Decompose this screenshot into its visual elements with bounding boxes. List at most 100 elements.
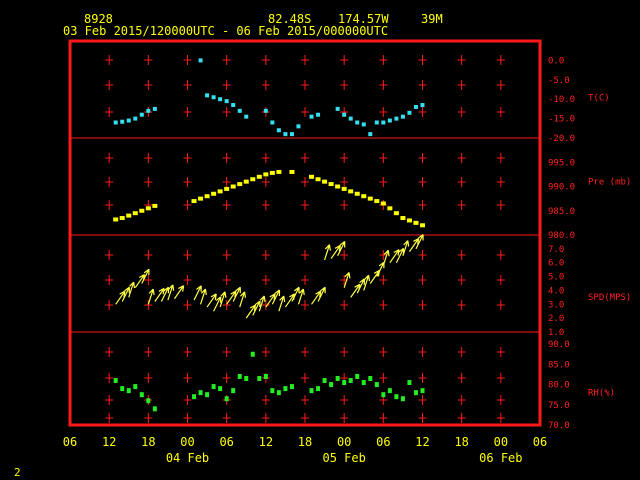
grid-cross [144,347,153,357]
pressure-point [132,211,138,216]
grid-cross [340,300,349,310]
grid-cross [457,153,466,163]
grid-cross [183,107,192,117]
right-axis-labels: 0.0 -5.0 -10.0 -15.0 -20.0 T(C) 995.0 990.0 985.… [548,56,631,431]
humidity-point [237,373,242,379]
x-axis: 06 12 18 00 06 12 18 00 06 12 18 00 06 04 Feb 05 Feb 06… [63,435,547,465]
station-elev: 39M [421,12,443,26]
grid-cross [418,177,427,187]
x-tick-label: 18 [454,435,468,449]
grid-cross [418,80,427,90]
station-id: 8928 [84,12,113,26]
grid-cross [340,177,349,187]
y-tick-label: 1.0 [548,328,564,338]
x-day-label: 05 Feb [322,451,365,465]
pressure-point [309,174,315,179]
grid-cross [457,200,466,210]
grid-cross [340,55,349,65]
temperature-point [237,108,242,113]
temperature-panel [113,58,425,137]
wind-arrow [141,268,150,284]
temperature-point [224,99,229,104]
grid-cross [183,250,192,260]
pressure-point [204,194,210,199]
humidity-point [218,386,223,392]
y-tick-label: 80.0 [548,381,570,391]
wind-arrow [121,286,130,302]
pressure-point [289,169,295,174]
grid-cross [379,413,388,423]
humidity-point [413,390,418,396]
grid-cross [496,395,505,405]
wind-arrow [213,296,222,312]
temperature-axis-label: T(C) [588,93,610,103]
grid-cross [261,250,270,260]
grid-cross [418,153,427,163]
grid-cross [301,80,309,90]
grid-cross [340,347,349,357]
humidity-point [270,388,275,394]
wind-arrow [167,284,175,301]
humidity-point [198,390,203,396]
wind-arrow [369,269,381,284]
humidity-point [342,380,347,386]
humidity-point [244,376,249,381]
grid-cross [340,413,349,423]
y-tick-label: 3.0 [548,300,564,310]
temperature-point [152,106,157,111]
temperature-point [205,93,210,98]
humidity-point [257,376,262,381]
humidity-point [224,396,229,402]
humidity-point [276,390,281,396]
grid-cross [340,250,349,260]
pressure-point [335,184,341,189]
humidity-point [309,388,314,394]
grid-cross [379,250,388,260]
pressure-point [361,194,367,199]
grid-cross [261,177,270,187]
grid-cross [496,300,505,310]
temperature-point [296,124,301,129]
wind-speed-panel [115,234,424,319]
wind-arrow [415,234,424,250]
y-tick-label: 4.0 [548,286,564,296]
humidity-point [289,384,294,390]
pressure-point [406,218,412,223]
temperature-point [348,116,353,121]
grid-cross [496,80,505,90]
grid-cross [144,250,153,260]
x-tick-label: 12 [102,435,116,449]
pressure-point [341,186,347,191]
temperature-point [133,116,138,121]
pressure-point [152,203,158,208]
humidity-point [146,398,151,404]
grid-cross [144,177,153,187]
grid-cross [261,413,270,423]
humidity-axis-label: RH(%) [588,388,615,398]
grid-cross [496,250,505,260]
grid-cross [261,55,270,65]
temperature-point [368,132,373,137]
y-tick-label: -10.0 [548,95,575,105]
grid-cross [301,300,309,310]
temperature-point [407,110,412,115]
x-day-label: 04 Feb [166,451,209,465]
pressure-point [393,211,399,216]
temperature-point [139,112,144,117]
grid-cross [457,275,466,285]
grid-cross [105,300,114,310]
pressure-point [322,179,328,184]
grid-cross [457,413,466,423]
grid-cross [379,107,388,117]
pressure-panel [113,169,425,228]
y-tick-label: 75.0 [548,401,570,411]
wind-arrow [193,285,202,301]
humidity-point [394,394,399,400]
grid-cross [105,107,114,117]
wind-arrow [330,244,341,259]
humidity-point [400,396,405,402]
humidity-point [348,378,353,384]
grid-cross [222,107,231,117]
grid-cross [418,300,427,310]
